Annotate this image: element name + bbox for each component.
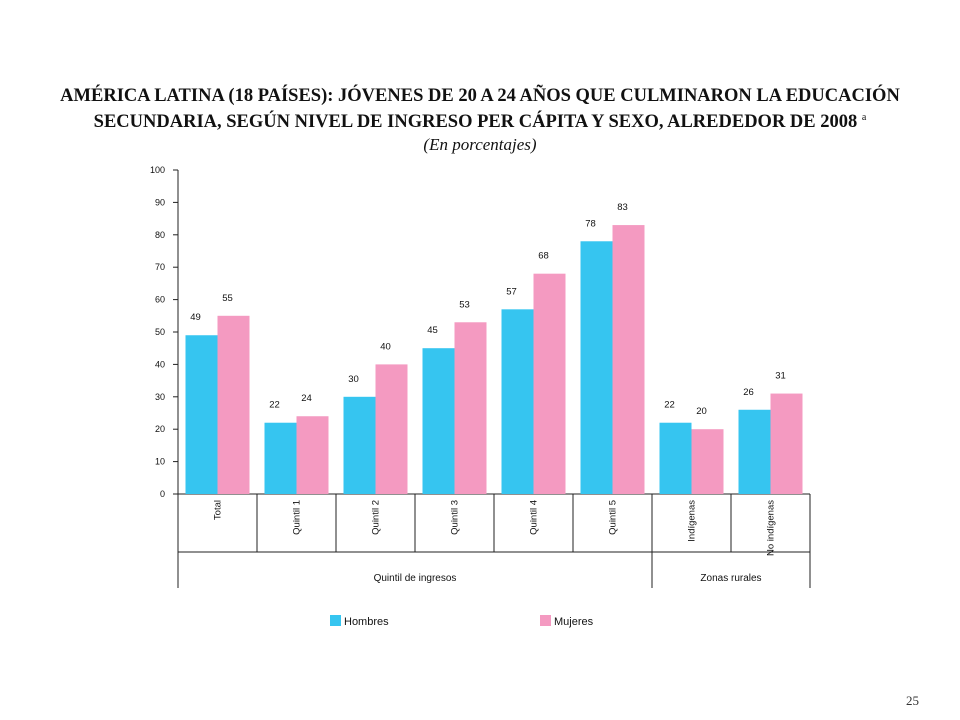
x-tick-label: Indígenas — [687, 500, 698, 542]
data-label-hombres: 22 — [664, 400, 675, 411]
data-label-hombres: 49 — [190, 312, 201, 323]
bar-hombres — [738, 409, 771, 494]
y-tick-label: 20 — [155, 424, 165, 434]
bar-mujeres — [612, 225, 645, 494]
title-footnote-marker: a — [861, 112, 867, 123]
data-label-mujeres: 40 — [380, 341, 391, 352]
y-tick-label: 60 — [155, 295, 165, 305]
group-label: Quintil de ingresos — [374, 573, 457, 584]
data-label-mujeres: 24 — [301, 393, 312, 404]
y-tick-label: 50 — [155, 327, 165, 337]
x-tick-label: Quintil 5 — [608, 500, 619, 535]
y-tick-label: 10 — [155, 457, 165, 467]
bar-hombres — [580, 241, 613, 494]
y-tick-label: 80 — [155, 230, 165, 240]
page-number: 25 — [906, 693, 919, 708]
y-tick-label: 90 — [155, 197, 165, 207]
bar-mujeres — [296, 416, 329, 494]
data-label-mujeres: 83 — [617, 202, 628, 213]
data-label-mujeres: 53 — [459, 299, 470, 310]
bar-mujeres — [770, 393, 803, 494]
data-label-mujeres: 31 — [775, 371, 786, 382]
x-tick-label: Total — [213, 500, 224, 520]
data-label-mujeres: 55 — [222, 293, 233, 304]
chart-labels: 0 10 20 30 40 50 60 70 80 90 100 49 22 30 45 57 78 22 26 55… — [150, 165, 786, 584]
group-label: Zonas rurales — [700, 573, 761, 584]
x-tick-label: Quintil 4 — [529, 500, 540, 535]
data-label-hombres: 26 — [743, 387, 754, 398]
x-tick-label: Quintil 3 — [450, 500, 461, 535]
x-tick-label: Quintil 2 — [371, 500, 382, 535]
data-label-hombres: 22 — [269, 400, 280, 411]
y-tick-label: 40 — [155, 359, 165, 369]
legend-label-hombres: Hombres — [344, 616, 389, 628]
chart-title: AMÉRICA LATINA (18 PAÍSES): JÓVENES DE 2… — [0, 86, 960, 155]
bar-mujeres — [375, 364, 408, 494]
x-tick-label: Quintil 1 — [292, 500, 303, 535]
bar-mujeres — [217, 315, 250, 494]
y-tick-label: 100 — [150, 165, 165, 175]
chart-axes — [173, 169, 811, 588]
legend-swatch-mujeres — [540, 615, 551, 626]
chart-bars — [185, 225, 803, 494]
data-label-hombres: 45 — [427, 325, 438, 336]
title-line-2: SECUNDARIA, SEGÚN NIVEL DE INGRESO PER C… — [93, 112, 858, 133]
chart-subtitle: (En porcentajes) — [423, 135, 537, 155]
legend-swatch-hombres — [330, 615, 341, 626]
bar-mujeres — [691, 429, 724, 494]
legend-label-mujeres: Mujeres — [554, 616, 594, 628]
data-label-mujeres: 68 — [538, 251, 549, 262]
y-tick-label: 70 — [155, 262, 165, 272]
x-tick-label: No indígenas — [766, 500, 777, 556]
bar-hombres — [185, 335, 218, 494]
bar-hombres — [422, 348, 455, 494]
chart-legend: Hombres Mujeres — [330, 615, 594, 628]
bar-hombres — [264, 422, 297, 494]
data-label-hombres: 57 — [506, 286, 517, 297]
bar-mujeres — [533, 273, 566, 494]
data-label-hombres: 78 — [585, 218, 596, 229]
data-label-mujeres: 20 — [696, 406, 707, 417]
bar-hombres — [659, 422, 692, 494]
data-label-hombres: 30 — [348, 374, 359, 385]
title-line-1: AMÉRICA LATINA (18 PAÍSES): JÓVENES DE 2… — [60, 86, 900, 106]
y-tick-label: 0 — [160, 489, 165, 499]
bar-mujeres — [454, 322, 487, 494]
y-tick-label: 30 — [155, 392, 165, 402]
bar-hombres — [343, 396, 376, 494]
bar-hombres — [501, 309, 534, 494]
